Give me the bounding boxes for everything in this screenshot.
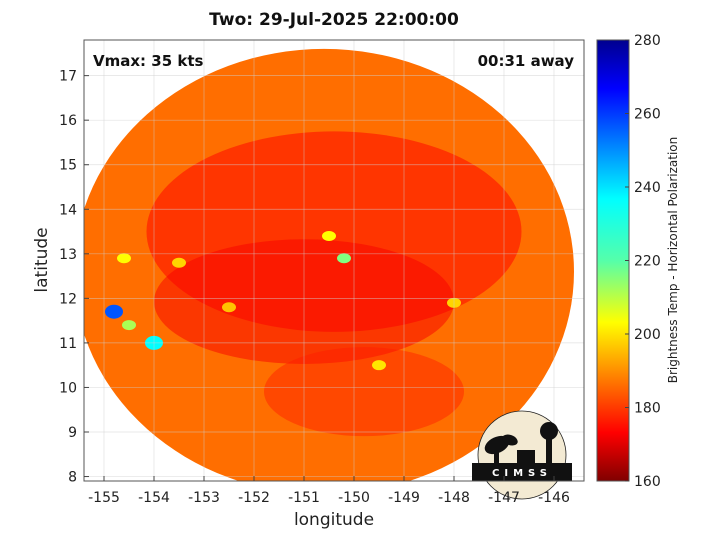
colorbar-tick-label: 180	[634, 401, 661, 417]
swath-disk	[84, 48, 574, 481]
x-tick-label: -155	[88, 490, 120, 506]
y-tick-label: 17	[59, 69, 77, 85]
x-tick-label: -150	[338, 490, 370, 506]
warm-feature-5	[322, 231, 336, 241]
y-axis-label: latitude	[32, 227, 52, 293]
y-tick-label: 12	[59, 291, 77, 307]
x-tick-label: -147	[488, 490, 520, 506]
x-tick-label: -152	[238, 490, 270, 506]
x-axis-label: longitude	[293, 510, 375, 530]
x-tick-label: -149	[388, 490, 420, 506]
colorbar	[597, 40, 629, 481]
colorbar-tick-labels: 160 180 200 220 240 260 280	[625, 33, 661, 490]
colorbar-tick-label: 220	[634, 254, 661, 270]
cimss-logo-text: CIMSS	[492, 468, 552, 479]
vmax-label: Vmax: 35 kts	[93, 52, 204, 70]
x-tick-label: -154	[138, 490, 170, 506]
colorbar-tick-label: 200	[634, 327, 661, 343]
x-tick-label: -151	[288, 490, 320, 506]
colorbar-tick-label: 260	[634, 107, 661, 123]
y-tick-label: 11	[59, 336, 77, 352]
warm-feature-4	[337, 253, 351, 264]
cimss-logo: CIMSS	[472, 410, 572, 500]
warm-feature-9	[372, 360, 386, 371]
swath-cold-patch	[264, 347, 464, 437]
y-tick-label: 10	[59, 380, 77, 396]
y-tick-label: 16	[59, 113, 77, 129]
x-tick-labels: -155 -154 -153 -152 -151 -150 -149 -148 -147 -146	[88, 476, 570, 506]
warm-feature-7	[172, 257, 186, 268]
y-tick-label: 8	[68, 470, 77, 486]
warm-feature-6	[117, 253, 131, 264]
colorbar-tick-label: 240	[634, 180, 661, 196]
chart-title: Two: 29-Jul-2025 22:00:00	[209, 10, 459, 30]
plot-grid	[84, 40, 584, 481]
y-tick-label: 15	[59, 158, 77, 174]
warm-feature-1	[105, 304, 123, 319]
time-away-label: 00:31 away	[477, 52, 574, 70]
colorbar-label: Brightness Temp - Horizontal Polarizatio…	[666, 136, 680, 384]
warm-feature-3	[122, 320, 136, 331]
y-tick-label: 9	[68, 425, 77, 441]
colorbar-tick-label: 160	[634, 474, 661, 490]
brightness-temp-swath	[84, 48, 574, 481]
x-tick-label: -153	[188, 490, 220, 506]
colorbar-tick-label: 280	[634, 33, 661, 49]
x-tick-label: -146	[538, 490, 570, 506]
y-tick-label: 14	[59, 202, 77, 218]
x-tick-label: -148	[438, 490, 470, 506]
y-tick-labels: 8 9 10 11 12 13 14 15 16 17	[59, 69, 89, 486]
y-tick-label: 13	[59, 247, 77, 263]
warm-feature-10	[222, 302, 236, 313]
axes-frame	[83, 39, 585, 482]
